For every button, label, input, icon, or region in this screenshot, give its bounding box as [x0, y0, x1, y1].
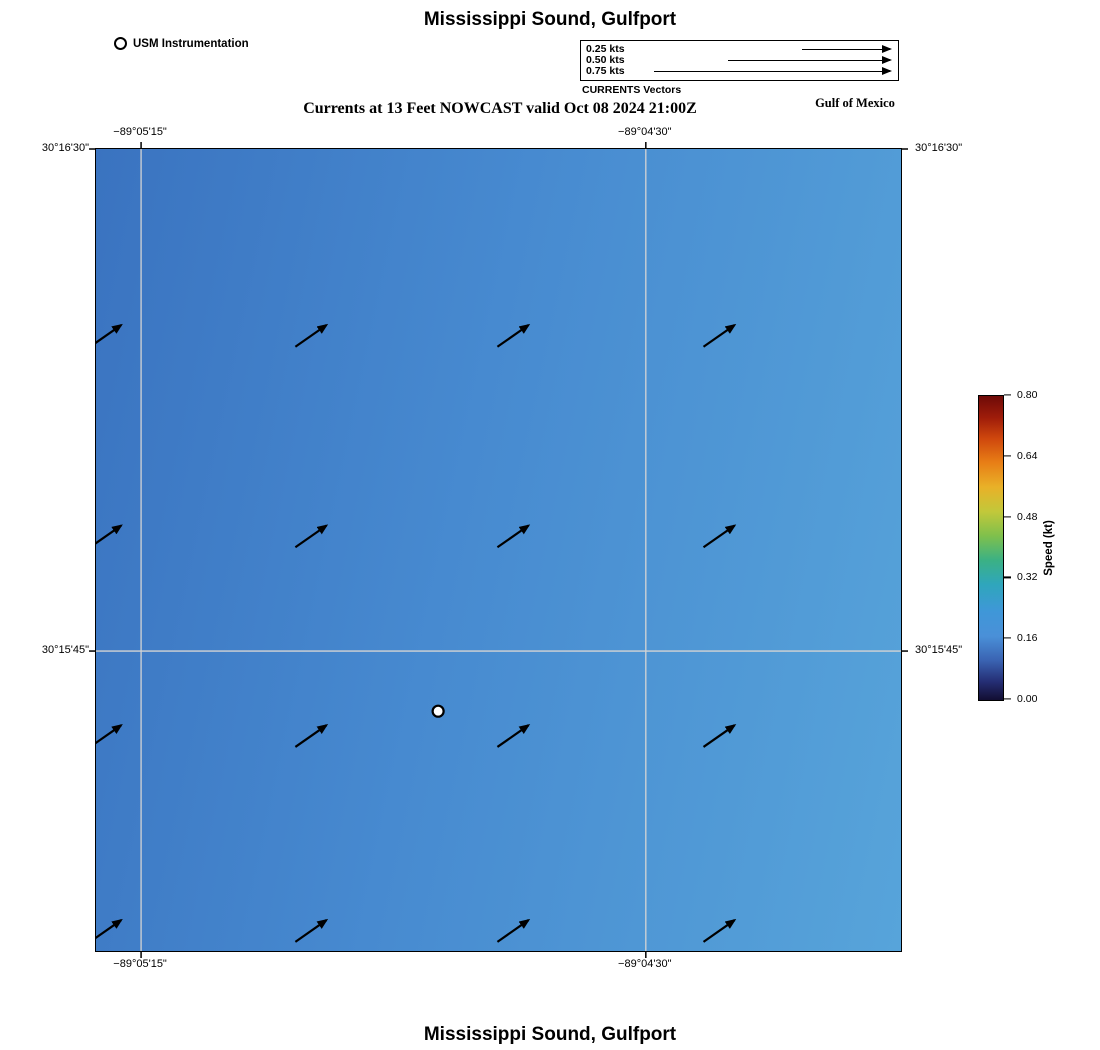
axis-tick-label: 30°16'30": [915, 142, 963, 154]
axis-tick-label: 30°16'30": [41, 142, 89, 154]
current-vector-arrow: [96, 323, 123, 344]
axis-tick-label: −89°05'15": [113, 958, 167, 970]
current-vector-arrow: [702, 724, 737, 748]
vector-scale-arrow-icon: [802, 45, 892, 53]
page-title: Mississippi Sound, Gulfport: [423, 9, 677, 30]
current-vector-arrow: [702, 524, 737, 549]
colorbar-tick: [1004, 516, 1011, 518]
station-marker-icon: [114, 37, 127, 50]
current-vector-arrow: [96, 918, 123, 940]
vector-scale-arrow-icon: [728, 56, 892, 64]
map-plot-area: [89, 142, 908, 958]
vector-legend-label: 0.50 kts: [586, 54, 625, 66]
current-vector-arrow: [702, 323, 737, 348]
axis-tick-label: −89°04'30": [618, 958, 672, 970]
vector-legend-entry: 0.25 kts: [586, 44, 892, 55]
colorbar-tick: [1004, 637, 1011, 639]
current-vector-arrow: [294, 323, 329, 348]
station-legend-label: USM Instrumentation: [133, 37, 249, 50]
vector-legend-label: 0.75 kts: [586, 65, 625, 77]
colorbar-tick-label: 0.80: [1017, 389, 1038, 401]
colorbar-tick: [1004, 698, 1011, 700]
axis-tick-label: −89°05'15": [113, 126, 167, 138]
colorbar-tick-label: 0.48: [1017, 510, 1038, 523]
axis-tick-label: −89°04'30": [618, 126, 672, 138]
colorbar-tick: [1004, 576, 1011, 578]
current-vector-arrow: [294, 524, 329, 549]
current-vector-arrow: [496, 323, 531, 348]
colorbar-axis-label: Speed (kt): [1043, 520, 1055, 576]
current-vector-arrow: [496, 724, 531, 748]
region-label: Gulf of Mexico: [815, 96, 895, 110]
current-vector-arrow: [96, 524, 123, 545]
colorbar-tick-label: 0.16: [1017, 632, 1038, 645]
vector-legend-entry: 0.75 kts: [586, 66, 892, 77]
vector-legend-label: 0.25 kts: [586, 43, 625, 55]
colorbar-tick-label: 0.00: [1017, 693, 1038, 705]
vector-scale-legend: 0.25 kts 0.50 kts 0.75 kts: [580, 40, 899, 81]
axis-ticks-group: [89, 142, 908, 958]
y-axis-labels-left: 30°16'30" 30°15'45": [0, 142, 89, 950]
vector-legend-caption: CURRENTS Vectors: [582, 84, 682, 96]
vector-scale-arrow-icon: [654, 67, 892, 75]
map-canvas: [89, 142, 908, 958]
current-vector-arrow: [702, 918, 737, 943]
colorbar-tick: [1004, 394, 1011, 396]
speed-colorbar: [978, 395, 1004, 701]
axis-tick-label: 30°15'45": [41, 644, 89, 657]
current-vector-arrow: [294, 918, 329, 943]
map-content-group: [96, 149, 901, 951]
colorbar-tick-label: 0.64: [1017, 449, 1038, 462]
axis-tick-label: 30°15'45": [915, 644, 963, 657]
plot-subtitle: Currents at 13 Feet NOWCAST valid Oct 08…: [303, 100, 697, 117]
station-marker: [431, 704, 445, 718]
vector-legend-entry: 0.50 kts: [586, 55, 892, 66]
current-vector-arrow: [496, 918, 531, 943]
x-axis-labels-bottom: −89°05'15" −89°04'30": [95, 958, 900, 972]
colorbar-tick: [1004, 455, 1011, 457]
station-legend: USM Instrumentation: [114, 37, 249, 50]
colorbar-tick-label: 0.32: [1017, 571, 1038, 584]
current-vector-arrow: [96, 724, 123, 745]
footer-title: Mississippi Sound, Gulfport: [423, 1024, 677, 1045]
current-vector-arrow: [294, 724, 329, 748]
x-axis-labels-top: −89°05'15" −89°04'30": [95, 126, 900, 140]
colorbar-ticks: 0.80 0.64 0.48 0.32 0.16 0.00: [1004, 389, 1074, 705]
current-vector-arrow: [496, 524, 531, 549]
y-axis-labels-right: 30°16'30" 30°15'45": [909, 142, 1009, 950]
